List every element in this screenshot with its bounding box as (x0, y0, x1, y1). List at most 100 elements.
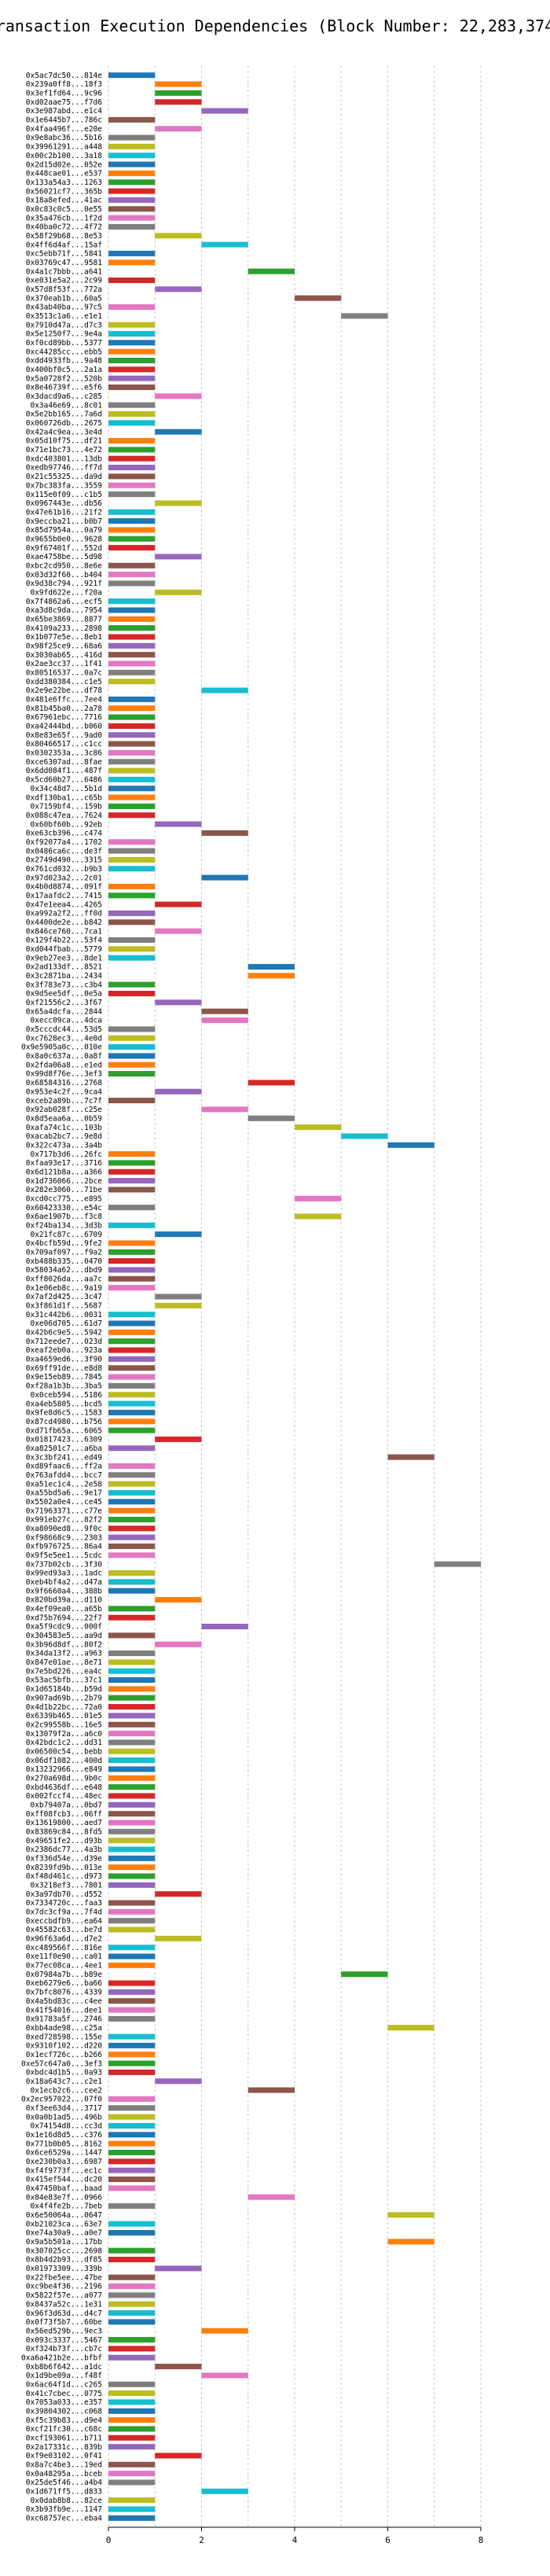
y-tick-label: 0xcf21fc30...c68c (26, 2425, 102, 2434)
bar (155, 2265, 202, 2272)
y-tick-label: 0x3f861d1f...5687 (26, 1302, 102, 1311)
bar (108, 357, 156, 364)
bar (108, 1481, 156, 1487)
y-tick-label: 0x4d1b22bc...72a0 (26, 1703, 103, 1712)
y-tick-label: 0x99d8f76e...3ef3 (26, 1070, 102, 1079)
y-tick-label: 0x21fc87c...6709 (30, 1231, 102, 1239)
y-tick-label: 0x4400de2e...b842 (26, 918, 102, 927)
y-tick-label: 0x717b3d6...26fc (30, 1150, 102, 1159)
bar (108, 955, 156, 961)
bar (108, 652, 156, 658)
bar (108, 411, 156, 418)
y-tick-label: 0x53ac5bfb...37c1 (26, 1676, 103, 1685)
bar (155, 1088, 202, 1095)
bar (108, 679, 156, 685)
bar (108, 2229, 156, 2236)
bar (108, 1632, 156, 1639)
bar (108, 491, 156, 498)
y-tick-label: 0x9f67401f...552d (26, 544, 102, 553)
bar (108, 2479, 156, 2486)
y-tick-label: 0x761cd032...b9b3 (26, 865, 102, 874)
y-tick-label: 0x088c47ea...7624 (26, 811, 103, 820)
bar (108, 179, 156, 186)
bar (108, 607, 156, 613)
y-tick-label: 0x2e9e22be...df78 (26, 686, 103, 695)
bar (108, 2007, 156, 2013)
y-tick-label: 0x84e83e7f...0966 (26, 2193, 103, 2202)
y-tick-label: 0xeb4bf4a2...d47a (26, 1578, 102, 1587)
bar (108, 330, 156, 337)
y-tick-label: 0x0ceb594...5186 (30, 1391, 102, 1400)
y-tick-label: 0xbb4ade98...c25a (26, 2024, 102, 2033)
bar (108, 1588, 156, 1594)
y-tick-label: 0x1d736066...2bce (26, 1177, 103, 1186)
bar (108, 2444, 156, 2450)
bar (108, 2247, 156, 2254)
bar (108, 1445, 156, 1452)
y-tick-label: 0x22fbe5ee...47be (26, 2273, 103, 2282)
bar (108, 803, 156, 809)
bar (108, 598, 156, 605)
y-tick-label: 0xf4f9773f...ec1c (26, 2166, 102, 2175)
bar (248, 973, 295, 979)
bar (108, 1035, 156, 1041)
y-tick-label: 0x42bdc1c2...dd31 (26, 1739, 103, 1747)
y-tick-label: 0x34da13f2...a963 (26, 1650, 102, 1658)
y-tick-label: 0xeccbdfb9...ea64 (26, 1917, 103, 1926)
bar (108, 482, 156, 488)
bar (108, 883, 156, 889)
bar (108, 1516, 156, 1522)
y-tick-label: 0x49651fe2...d93b (26, 1837, 103, 1846)
y-tick-label: 0x83869c84...8fd5 (26, 1827, 102, 1836)
bar (108, 1489, 156, 1496)
y-tick-label: 0x060726db...2675 (26, 419, 102, 428)
y-tick-label: 0x3e987abd...e1c4 (26, 107, 103, 116)
y-tick-label: 0x7159bf4...159b (30, 803, 102, 811)
bar (108, 304, 156, 310)
bar (108, 2417, 156, 2423)
y-tick-label: 0xff08fcb3...06ff (26, 1810, 102, 1819)
y-tick-label: 0x00c2b100...3a18 (26, 152, 103, 160)
y-tick-label: 0xb8b6f642...a1dc (26, 2363, 102, 2372)
bar (108, 1222, 156, 1228)
bar (155, 1891, 202, 1897)
bar (108, 562, 156, 569)
bar (108, 1356, 156, 1362)
bar (108, 937, 156, 943)
y-tick-label: 0x18a8efed...41ac (26, 197, 102, 205)
y-tick-label: 0xcd0cc775...e895 (26, 1194, 102, 1203)
y-tick-label: 0x6ce6529a...1447 (26, 2149, 102, 2158)
y-tick-label: 0x763afdd4...bcc7 (26, 1471, 102, 1480)
y-tick-label: 0x0302353a...3c86 (26, 749, 103, 758)
y-tick-label: 0x3b93fb9e...1147 (26, 2505, 102, 2514)
y-tick-label: 0xfb976725...86a4 (26, 1543, 103, 1551)
y-tick-label: 0xa4eb5805...bcd5 (26, 1400, 102, 1408)
bar (108, 1507, 156, 1514)
y-tick-label: 0xeaf2eb0a...923a (26, 1346, 102, 1355)
y-tick-label: 0x712eede7...023d (26, 1338, 102, 1346)
bar (108, 322, 156, 328)
bar (155, 821, 202, 827)
bar (108, 2497, 156, 2504)
bar (155, 1596, 202, 1603)
bar (108, 465, 156, 471)
y-tick-label: 0x58034a62...dbd9 (26, 1266, 103, 1275)
y-tick-label: 0xb488b335...0470 (26, 1257, 103, 1266)
bar (108, 188, 156, 194)
y-tick-label: 0xf3ee63d4...3717 (26, 2104, 102, 2113)
y-tick-label: 0x9d38c794...921f (26, 580, 102, 588)
bar (387, 2212, 434, 2218)
bar (108, 153, 156, 159)
bar (108, 1650, 156, 1657)
bar (108, 642, 156, 649)
y-tick-label: 0x5cd60b27...6486 (26, 776, 103, 785)
y-tick-label: 0x5502a0e4...ce45 (26, 1498, 102, 1507)
y-tick-label: 0xf21556c2...3f67 (26, 999, 102, 1007)
bar (108, 384, 156, 391)
bar (108, 1258, 156, 1264)
bar (108, 348, 156, 355)
bar (108, 1855, 156, 1861)
bar (108, 2426, 156, 2432)
y-tick-label: 0x92ab028f...c25e (26, 1106, 103, 1114)
bar (108, 1419, 156, 1425)
